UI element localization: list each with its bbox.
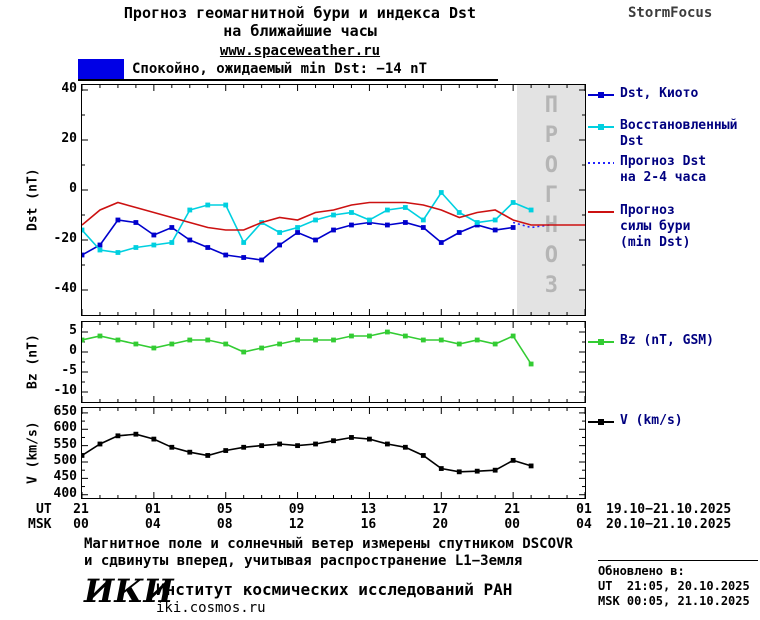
storm-level-swatch [78, 59, 124, 79]
forecast-band [516, 85, 585, 315]
v-chart-svg [82, 408, 585, 498]
bz-chart-panel [81, 321, 586, 403]
msk-tick-label: 04 [145, 517, 161, 532]
page-title: Прогноз геомагнитной бури и индекса Dst … [20, 4, 580, 60]
ut-tick-label: 13 [360, 502, 377, 517]
legend-item-storm-force: Прогноз силы бури (min Dst) [588, 203, 690, 251]
iki-logo: ИКИ [84, 572, 174, 610]
legend-label: Dst, Киото [620, 86, 699, 101]
msk-tick-label: 04 [576, 517, 592, 532]
data-source-note-line2: и сдвинуты вперед, учитывая распростране… [84, 553, 523, 569]
legend-label: (min Dst) [620, 235, 691, 250]
bz-axis-label: Bz (nT) [25, 334, 41, 390]
forecast-band-label: ПРОГНОЗ [538, 93, 564, 303]
legend-label: Прогноз [620, 203, 675, 218]
updated-msk-time: MSK 00:05, 21.10.2025 [598, 594, 750, 608]
msk-row-label: MSK [28, 517, 52, 532]
legend-item-v: V (km/s) [588, 413, 683, 429]
updated-block: Обновлено в: UT 21:05, 20.10.2025 MSK 00… [598, 560, 758, 609]
dst-kyoto-swatch-icon [588, 89, 614, 99]
ut-row-label: UT [36, 502, 52, 517]
legend-label: V (km/s) [620, 413, 683, 428]
institute-name: Институт космических исследований РАН [156, 580, 513, 599]
storm-status-label: Спокойно, ожидаемый min Dst: −14 nT [132, 61, 428, 77]
msk-date-range: 20.10−21.10.2025 [606, 517, 732, 532]
legend-label: Восстановленный [620, 118, 738, 133]
ut-tick-label: 21 [73, 502, 89, 517]
legend-label: Dst [620, 134, 644, 149]
legend-label: Bz (nT, GSM) [620, 333, 714, 348]
msk-tick-label: 00 [504, 517, 520, 532]
msk-tick-label: 20 [432, 517, 449, 532]
spaceweather-link[interactable]: www.spaceweather.ru [219, 43, 381, 59]
updated-title: Обновлено в: [598, 564, 685, 578]
updated-ut-time: UT 21:05, 20.10.2025 [598, 579, 750, 593]
storm-status-bar: Спокойно, ожидаемый min Dst: −14 nT [78, 54, 498, 81]
ut-tick-label: 01 [145, 502, 161, 517]
ut-tick-label: 05 [216, 502, 233, 517]
storm-force-swatch-icon [588, 206, 614, 216]
ut-tick-label: 09 [288, 502, 305, 517]
restored-dst-swatch-icon [588, 121, 614, 131]
legend-item-bz: Bz (nT, GSM) [588, 333, 714, 349]
bz-swatch-icon [588, 336, 614, 346]
title-line1: Прогноз геомагнитной бури и индекса Dst [123, 4, 477, 22]
dst-axis-label: Dst (nT) [25, 168, 41, 232]
legend-item-restored-dst: Восстановленный Dst [588, 118, 737, 150]
iki-site-link[interactable]: iki.cosmos.ru [156, 600, 266, 616]
msk-tick-label: 08 [216, 517, 233, 532]
forecast-dst-swatch-icon [588, 157, 614, 167]
ut-date-range: 19.10−21.10.2025 [606, 502, 732, 517]
ut-tick-label: 17 [432, 502, 449, 517]
v-swatch-icon [588, 416, 614, 426]
dst-chart-panel: ПРОГНОЗ [81, 84, 586, 316]
v-axis-label: V (km/s) [25, 421, 41, 485]
msk-tick-label: 16 [360, 517, 377, 532]
legend-label: Прогноз Dst [620, 154, 707, 169]
msk-tick-label: 12 [288, 517, 305, 532]
legend-item-dst-kyoto: Dst, Киото [588, 86, 698, 102]
msk-tick-label: 00 [73, 517, 89, 532]
legend-label: силы бури [620, 219, 691, 234]
dst-chart-svg [82, 85, 585, 315]
stormfocus-brand: StormFocus [628, 5, 713, 21]
legend-item-forecast-dst: Прогноз Dst на 2-4 часа [588, 154, 706, 186]
v-chart-panel [81, 407, 586, 499]
data-source-note-line1: Магнитное поле и солнечный ветер измерен… [84, 536, 573, 552]
ut-tick-label: 21 [504, 502, 520, 517]
bz-chart-svg [82, 322, 585, 402]
legend-label: на 2-4 часа [620, 170, 707, 185]
title-line2: на ближайшие часы [223, 22, 377, 40]
ut-tick-label: 01 [576, 502, 592, 517]
